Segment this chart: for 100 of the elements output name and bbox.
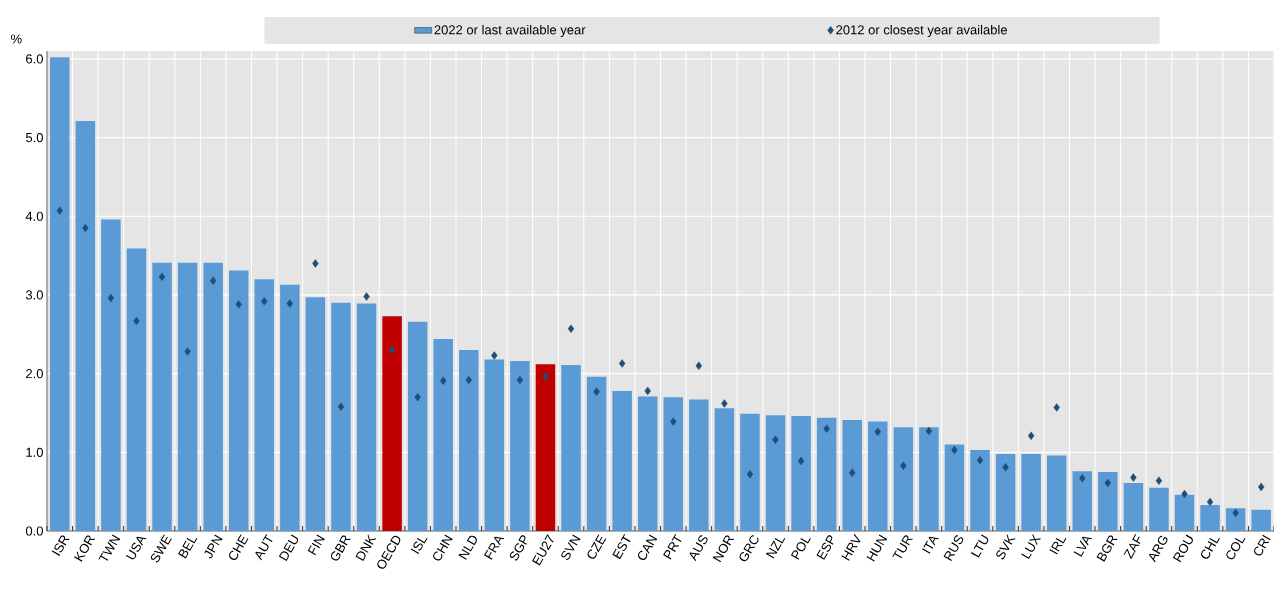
point xyxy=(849,468,856,477)
bar xyxy=(305,297,326,531)
point xyxy=(1002,463,1009,472)
bar xyxy=(126,248,147,531)
point xyxy=(184,347,191,356)
bar xyxy=(663,397,684,531)
point xyxy=(209,276,217,285)
bar xyxy=(612,390,632,531)
bar xyxy=(280,284,300,531)
bar xyxy=(1021,453,1041,531)
point xyxy=(1079,474,1086,483)
point xyxy=(1258,482,1265,492)
point xyxy=(337,402,345,411)
point xyxy=(261,297,268,306)
point xyxy=(874,427,881,437)
bar xyxy=(816,417,837,531)
point xyxy=(133,316,140,326)
point xyxy=(721,399,728,408)
y-tick-label: 4.0 xyxy=(25,211,43,221)
legend-label: 2012 or closest year available xyxy=(836,24,1007,38)
point xyxy=(1206,497,1214,507)
point xyxy=(951,445,958,455)
point xyxy=(235,300,242,309)
y-tick-label: 2.0 xyxy=(26,369,43,379)
point xyxy=(618,359,626,368)
point xyxy=(440,376,447,385)
point xyxy=(1053,403,1060,412)
x-tick-label: ISR xyxy=(51,535,70,556)
bar xyxy=(868,421,888,531)
bar xyxy=(510,361,530,531)
bar xyxy=(740,413,760,531)
point xyxy=(797,456,805,466)
bar xyxy=(944,444,965,531)
point xyxy=(1130,473,1137,482)
x-tick-label: FIN xyxy=(307,534,325,556)
point xyxy=(363,292,370,301)
point xyxy=(414,393,421,402)
bar xyxy=(714,408,735,531)
point xyxy=(976,456,984,465)
point xyxy=(644,386,651,396)
x-tick-label: ITA xyxy=(922,536,939,554)
point xyxy=(516,375,524,385)
x-tick-label: LVA xyxy=(1073,536,1093,557)
point xyxy=(772,435,779,444)
bar xyxy=(689,399,709,531)
bar xyxy=(995,453,1016,531)
x-tick-label: NZL xyxy=(765,537,786,559)
bar xyxy=(1149,487,1169,531)
y-tick-label: 1.0 xyxy=(26,447,43,457)
point xyxy=(670,417,677,426)
bar xyxy=(535,364,556,531)
bar xyxy=(254,279,275,531)
bar xyxy=(970,449,990,531)
bar xyxy=(1174,494,1195,531)
bar xyxy=(459,350,479,531)
bar xyxy=(842,420,862,531)
legend-label: 2022 or last available year xyxy=(434,24,586,38)
point xyxy=(900,461,907,470)
bar xyxy=(203,262,223,531)
x-tick-label: ISL xyxy=(410,538,428,555)
y-axis-title: % xyxy=(11,34,22,44)
y-tick-label: 6.0 xyxy=(26,54,43,64)
point xyxy=(491,351,498,360)
bar xyxy=(407,321,428,531)
point xyxy=(823,424,830,433)
point xyxy=(1181,489,1188,499)
bar xyxy=(228,270,249,531)
bar xyxy=(561,364,581,531)
bar xyxy=(1072,471,1093,531)
bar xyxy=(637,396,658,531)
bar xyxy=(331,302,351,531)
point xyxy=(312,259,319,268)
point xyxy=(82,223,89,233)
point xyxy=(388,345,396,355)
y-tick-label: 5.0 xyxy=(25,132,43,143)
point xyxy=(1027,431,1035,440)
bar xyxy=(50,57,70,531)
bar xyxy=(152,262,172,531)
point xyxy=(56,206,63,215)
y-tick-label: 3.0 xyxy=(25,290,43,300)
bar xyxy=(101,219,121,531)
bar xyxy=(177,262,198,531)
point xyxy=(286,299,294,308)
point xyxy=(1232,508,1239,518)
bar xyxy=(791,416,811,531)
bar xyxy=(1123,483,1144,531)
bar xyxy=(1046,455,1067,531)
point xyxy=(695,361,703,370)
bar xyxy=(1251,509,1271,531)
bar xyxy=(484,359,505,531)
point xyxy=(158,272,166,282)
bar xyxy=(1200,505,1220,531)
point xyxy=(542,372,549,381)
x-tick-label: CHL xyxy=(1201,538,1220,559)
bar xyxy=(586,376,607,531)
point xyxy=(593,387,600,396)
point xyxy=(107,293,115,303)
point xyxy=(1155,476,1163,485)
x-tick-label: POL xyxy=(790,538,811,560)
x-tick-label: COL xyxy=(1226,538,1246,560)
